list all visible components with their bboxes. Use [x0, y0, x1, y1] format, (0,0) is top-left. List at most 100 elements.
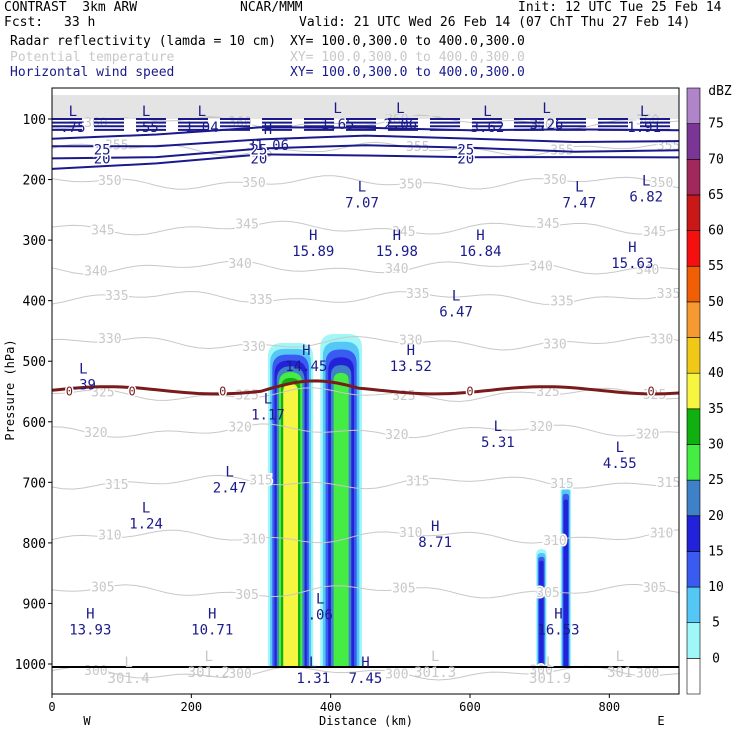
model-title: CONTRAST 3km ARW: [4, 0, 138, 15]
wind-contour-25-0: [52, 134, 679, 148]
extremum-L-marker-22: L: [616, 440, 624, 456]
theta-label-340-1: 340: [228, 257, 251, 272]
colorbar-segment-14: [686, 158, 701, 196]
extremum-value-18: 13.52: [390, 359, 432, 375]
theta-label-340-0: 340: [84, 264, 107, 279]
theta-label-335-2: 335: [406, 287, 429, 302]
extremum-L-marker-20: L: [264, 392, 272, 408]
colorbar-segment-5: [686, 479, 701, 517]
x-end-label-west: W: [83, 714, 91, 728]
extremum-L-marker-2: L: [198, 104, 206, 120]
theta-label-335-3: 335: [550, 295, 573, 310]
theta-label-335-4: 335: [657, 287, 680, 302]
colorbar-segment-13: [686, 194, 701, 231]
fcst-label: Fcst:: [4, 15, 44, 30]
extremum-L-marker-33: L: [546, 655, 554, 671]
extremum-L-marker-0: L: [69, 104, 77, 120]
x-axis-title: Distance (km): [319, 714, 413, 728]
extremum-value-34: 301: [607, 665, 632, 681]
y-tick-label-500: 500: [23, 355, 46, 370]
theta-contour-315: [52, 474, 679, 490]
extremum-value-20: 1.17: [251, 408, 285, 424]
theta-label-320-3: 320: [529, 420, 552, 435]
extremum-value-26: .06: [308, 607, 333, 623]
theta-label-300-4: 300: [636, 666, 659, 681]
theta-label-315-2: 315: [406, 475, 429, 490]
field2-xy: XY= 100.0,300.0 to 400.0,300.0: [290, 50, 525, 65]
extremum-L-marker-5: L: [483, 104, 491, 120]
theta-label-330-4: 330: [650, 333, 673, 348]
reflectivity-cell-3-level-3: [563, 499, 569, 668]
theta-label-330-1: 330: [242, 340, 265, 355]
colorbar-label-55: 55: [708, 259, 724, 274]
extremum-H-marker-13: H: [393, 228, 401, 244]
extremum-value-1: .55: [133, 120, 158, 136]
x-tick-label-0: 0: [48, 700, 55, 714]
extremum-value-9: 7.07: [345, 196, 379, 212]
theta-label-330-0: 330: [98, 332, 121, 347]
theta-label-350-0: 350: [98, 174, 121, 189]
field3-xy: XY= 100.0,300.0 to 400.0,300.0: [290, 65, 525, 80]
extremum-L-marker-34: L: [616, 649, 624, 665]
extremum-value-28: 10.71: [191, 623, 233, 639]
extremum-value-3: 1.65: [321, 117, 355, 133]
colorbar-segment-9: [686, 337, 701, 374]
theta-label-345-2: 345: [392, 225, 415, 240]
extremum-value-29: 16.53: [537, 623, 579, 639]
colorbar-label-30: 30: [708, 437, 724, 452]
theta-label-340-4: 340: [636, 263, 659, 278]
theta-label-335-0: 335: [105, 289, 128, 304]
theta-label-345-3: 345: [536, 217, 559, 232]
theta-label-305-0: 305: [91, 580, 114, 595]
extremum-value-0: .75: [60, 120, 85, 136]
extremum-H-marker-28: H: [208, 607, 216, 623]
colorbar-segment-12: [686, 230, 701, 267]
theta-label-300-1: 300: [228, 667, 251, 682]
extremum-value-22: 4.55: [603, 456, 637, 472]
theta-label-305-4: 305: [643, 581, 666, 596]
theta-label-320-4: 320: [636, 428, 659, 443]
colorbar-label-45: 45: [708, 331, 724, 346]
extremum-L-marker-3: L: [333, 101, 341, 117]
theta-label-350-3: 350: [543, 173, 566, 188]
y-tick-label-1000: 1000: [15, 658, 46, 673]
theta-label-320-1: 320: [228, 421, 251, 436]
x-tick-label-800: 800: [598, 700, 620, 714]
extremum-value-27: 13.93: [69, 623, 111, 639]
theta-label-350-4: 350: [650, 176, 673, 191]
colorbar-segment-11: [686, 265, 701, 303]
y-tick-label-100: 100: [23, 113, 46, 128]
extremum-H-marker-18: H: [407, 343, 415, 359]
extremum-value-35: 1.31: [296, 671, 330, 687]
extremum-H-marker-36: H: [361, 655, 369, 671]
colorbar-label-65: 65: [708, 188, 724, 203]
colorbar-segment-2: [686, 586, 701, 624]
x-tick-label-600: 600: [459, 700, 481, 714]
wind-label-20-0: 20: [94, 151, 111, 167]
colorbar-label-10: 10: [708, 580, 724, 595]
field2-name: Potential temperature: [10, 50, 175, 65]
colorbar-label-20: 20: [708, 509, 724, 524]
theta-contour-335: [52, 290, 679, 305]
extremum-L-marker-6: L: [542, 101, 550, 117]
reflectivity-cell-1-level-5: [333, 372, 349, 668]
extremum-value-24: 1.24: [129, 517, 163, 533]
theta-label-305-2: 305: [392, 582, 415, 597]
y-tick-label-600: 600: [23, 416, 46, 431]
colorbar-label-5: 5: [712, 616, 720, 631]
theta-label-315-3: 315: [550, 477, 573, 492]
field3-name: Horizontal wind speed: [10, 65, 175, 80]
extremum-value-13: 15.98: [376, 244, 418, 260]
valid-time: Valid: 21 UTC Wed 26 Feb 14 (07 ChT Thu …: [299, 15, 691, 30]
extremum-value-31: 301.2: [188, 665, 230, 681]
extremum-value-17: 14.45: [285, 359, 327, 375]
extremum-L-marker-16: L: [452, 289, 460, 305]
extremum-L-marker-19: L: [79, 361, 87, 377]
y-axis-title: Pressure (hPa): [3, 339, 17, 440]
colorbar-label-35: 35: [708, 402, 724, 417]
theta-label-325-0: 325: [91, 386, 114, 401]
extremum-value-4: 2.06: [383, 117, 417, 133]
colorbar-unit: dBZ: [708, 84, 732, 99]
theta-label-350-2: 350: [399, 177, 422, 192]
